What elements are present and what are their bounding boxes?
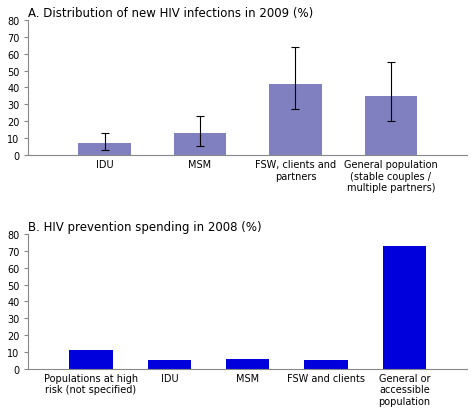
Bar bbox=[383, 246, 426, 369]
Bar bbox=[269, 85, 322, 155]
Bar bbox=[226, 359, 269, 369]
Text: B. HIV prevention spending in 2008 (%): B. HIV prevention spending in 2008 (%) bbox=[28, 221, 262, 233]
Bar bbox=[70, 350, 112, 369]
Text: A. Distribution of new HIV infections in 2009 (%): A. Distribution of new HIV infections in… bbox=[28, 7, 314, 20]
Bar bbox=[174, 133, 226, 155]
Bar bbox=[78, 144, 131, 155]
Bar bbox=[148, 361, 191, 369]
Bar bbox=[365, 97, 417, 155]
Bar bbox=[304, 361, 347, 369]
